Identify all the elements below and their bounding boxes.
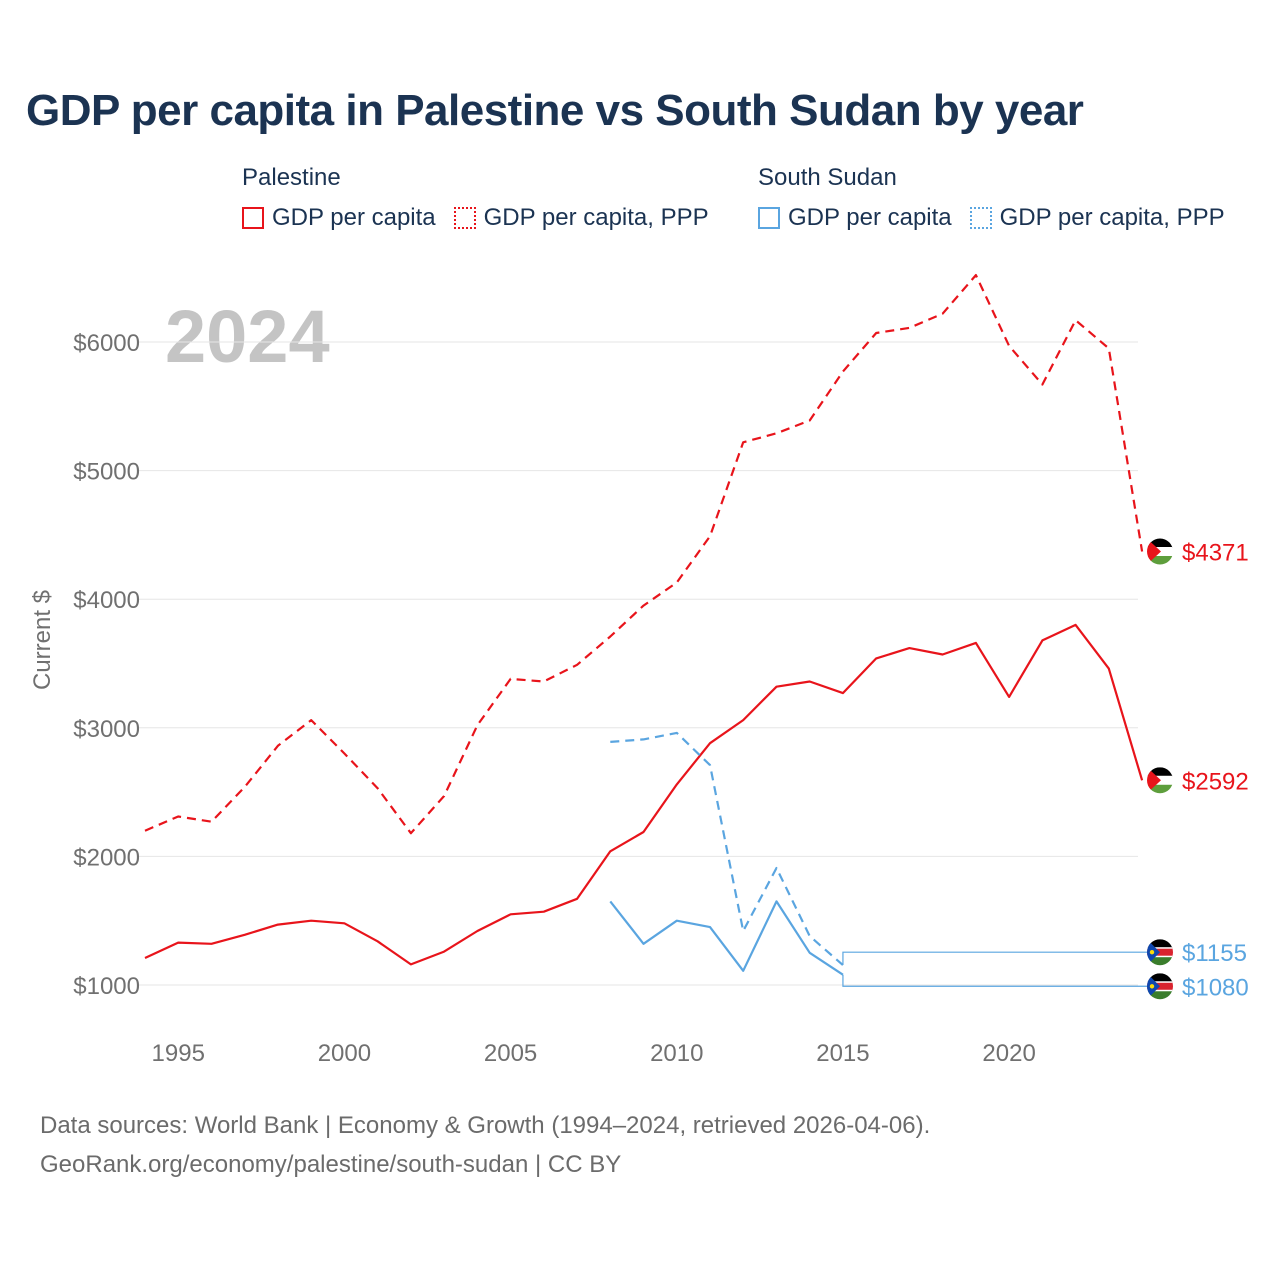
flag-clip — [1147, 939, 1173, 966]
connector-line — [842, 974, 1150, 987]
y-tick-label: $5000 — [73, 459, 140, 486]
flag-stripe — [1147, 939, 1173, 949]
flag-clip — [1147, 973, 1173, 1000]
legend-swatch-solid-icon — [242, 207, 264, 229]
palestine-flag-icon — [1147, 538, 1173, 565]
x-tick-label: 2010 — [650, 1040, 703, 1067]
x-tick-label: 2020 — [982, 1040, 1035, 1067]
flag-triangle — [1147, 538, 1161, 565]
legend-label: GDP per capita — [788, 204, 952, 231]
legend-swatch-dotted-icon — [969, 207, 992, 229]
legend-group-palestine: Palestine GDP per capita GDP per capita,… — [242, 162, 727, 232]
palestine-flag-icon — [1147, 767, 1173, 794]
legend-group-label: Palestine — [242, 164, 341, 191]
end-value-label: $4371 — [1182, 539, 1249, 566]
connector-line — [842, 951, 1150, 966]
legend-label: GDP per capita — [272, 204, 436, 231]
legend-item-palestine-gdp-ppp[interactable]: GDP per capita, PPP — [453, 204, 709, 232]
flag-stripe — [1147, 990, 1173, 1000]
legend-label: GDP per capita, PPP — [483, 204, 709, 231]
legend-group-label: South Sudan — [758, 164, 897, 191]
flag-clip — [1147, 538, 1173, 565]
legend-swatch-dotted-icon — [453, 207, 476, 229]
flag-triangle — [1147, 767, 1161, 794]
flag-stripe — [1147, 955, 1173, 958]
series-line — [609, 900, 844, 976]
y-tick-label: $6000 — [73, 330, 140, 357]
legend-item-south-sudan-gdp-ppp[interactable]: GDP per capita, PPP — [969, 204, 1225, 232]
series-line — [610, 731, 844, 966]
legend-swatch-solid-icon — [758, 207, 780, 229]
legend-item-south-sudan-gdp[interactable]: GDP per capita — [758, 204, 952, 232]
data-sources: Data sources: World Bank | Economy & Gro… — [40, 1106, 930, 1184]
flag-stripe — [1147, 989, 1173, 992]
y-tick-label: $4000 — [73, 587, 140, 614]
grid-lines — [138, 341, 1138, 986]
series-line — [144, 274, 1144, 835]
y-axis-ticks: $1000 $2000 $3000 $4000 $5000 $6000 — [73, 330, 140, 1000]
end-value-label: $1155 — [1182, 940, 1247, 967]
chart-title: GDP per capita in Palestine vs South Sud… — [26, 86, 1084, 135]
x-tick-label: 2015 — [816, 1040, 869, 1067]
end-value-label: $2592 — [1182, 768, 1249, 795]
y-tick-label: $3000 — [73, 716, 140, 743]
sources-line-2: GeoRank.org/economy/palestine/south-suda… — [40, 1151, 622, 1178]
y-tick-label: $2000 — [73, 844, 140, 871]
flag-stripe — [1147, 784, 1173, 794]
flag-stripe — [1147, 981, 1173, 983]
y-tick-label: $1000 — [73, 973, 140, 1000]
flag-stripe — [1147, 555, 1173, 565]
flag-stripe — [1147, 956, 1173, 966]
flag-stripe — [1147, 538, 1173, 548]
legend-label: GDP per capita, PPP — [999, 204, 1225, 231]
legend-group-south-sudan: South Sudan GDP per capita GDP per capit… — [758, 162, 1243, 232]
year-watermark: 2024 — [165, 295, 330, 378]
x-tick-label: 2000 — [318, 1040, 371, 1067]
x-tick-label: 1995 — [152, 1040, 205, 1067]
flag-clip — [1147, 767, 1173, 794]
flag-star — [1149, 950, 1155, 955]
legend-item-palestine-gdp[interactable]: GDP per capita — [242, 204, 436, 232]
flag-star — [1149, 984, 1155, 989]
south-sudan-flag-icon — [1147, 973, 1173, 1000]
end-markers: $4371 $2592 $1155 $1080 — [1147, 538, 1249, 1001]
x-axis-ticks: 1995 2000 2005 2010 2015 2020 — [152, 1040, 1036, 1067]
flag-stripe — [1147, 973, 1173, 983]
series-line — [144, 623, 1144, 966]
y-axis-label: Current $ — [29, 590, 56, 690]
sources-line-1: Data sources: World Bank | Economy & Gro… — [40, 1112, 931, 1139]
end-value-label: $1080 — [1182, 974, 1249, 1001]
flag-stripe — [1147, 767, 1173, 777]
x-tick-label: 2005 — [484, 1040, 537, 1067]
south-sudan-flag-icon — [1147, 939, 1173, 966]
series-lines — [144, 274, 1150, 987]
flag-stripe — [1147, 947, 1173, 949]
